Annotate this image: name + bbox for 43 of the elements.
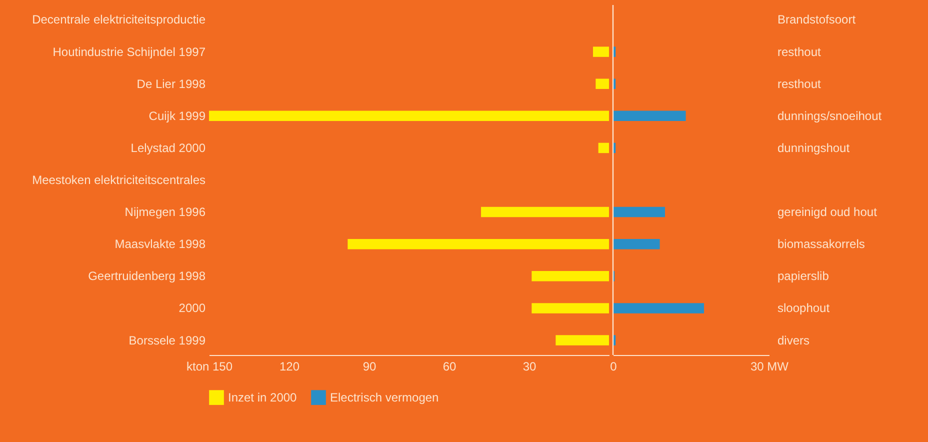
y-tick-label: Cuijk 1999 [148,108,206,123]
y-tick-label: Geertruidenberg 1998 [88,269,206,284]
y-tick-label: 2000 [178,301,206,316]
y-tick-label: resthout [778,44,822,59]
x-tick-label: 0 [610,360,618,374]
legend-label: Electrisch vermogen [330,390,439,405]
y-tick-label: Borssele 1999 [128,333,206,348]
y-tick-label: Nijmegen 1996 [124,205,206,220]
y-tick-label: Maasvlakte 1998 [114,237,206,252]
y-tick-label: Brandstofsoort [778,12,856,27]
y-tick-label: Meestoken elektriciteitscentrales [32,173,206,187]
x-tick-label: 60 [442,360,456,374]
bar [532,271,609,282]
bar [348,238,609,250]
y-tick-label: Decentrale elektriciteitsproductie [32,12,206,27]
bar [613,110,686,122]
y-tick-label: biomassakorrels [778,237,865,252]
y-tick-label: gereinigd oud hout [778,205,878,220]
x-tick-label: 30 MW [750,360,790,374]
y-tick-label: dunningshout [778,140,850,155]
bar [598,142,609,154]
y-tick-label: Lelystad 2000 [130,140,206,155]
y-tick-label: divers [778,333,810,348]
y-tick-label: dunnings/snoeihout [778,108,882,123]
bar [613,206,665,218]
x-tick-label: kton 150 [186,360,233,374]
y-tick-label: resthout [778,76,822,91]
y-tick-label: papierslib [778,269,830,284]
x-tick-label: 120 [279,360,300,374]
y-tick-label: sloophout [778,301,830,316]
y-tick-label: Houtindustrie Schijndel 1997 [52,44,206,59]
bar [481,206,609,218]
bar [556,335,609,346]
bar [613,303,704,314]
legend-label: Inzet in 2000 [228,390,298,405]
bar [596,78,609,89]
bar [613,238,660,250]
y-tick-label: De Lier 1998 [136,76,206,91]
x-tick-label: 30 [522,360,536,374]
bar [209,110,609,122]
bar [593,46,609,57]
x-tick-label: 90 [362,360,376,374]
bar [532,303,609,314]
